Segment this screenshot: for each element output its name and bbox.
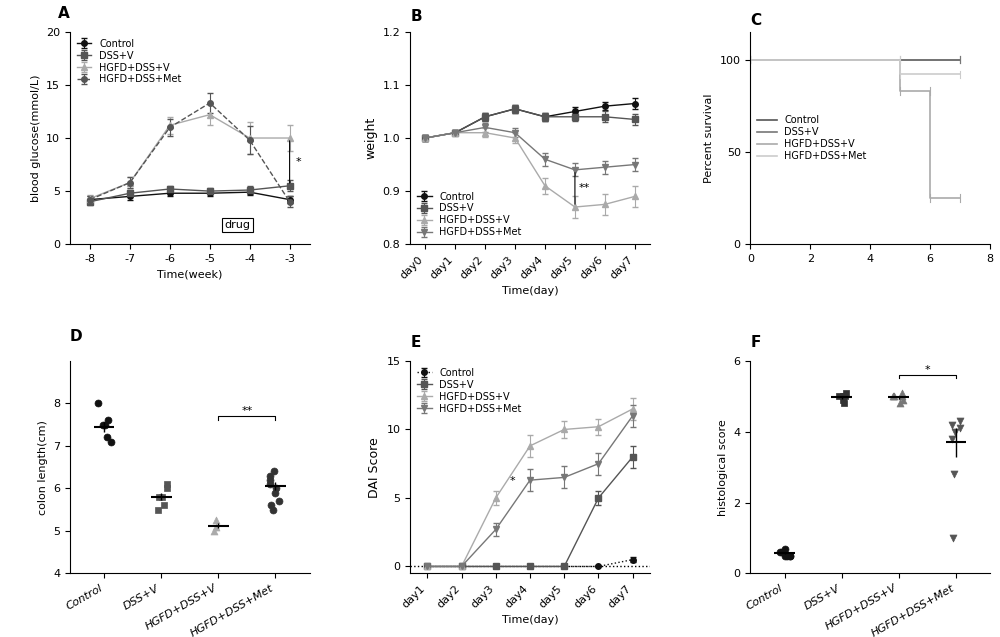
Point [944,420,960,430]
Point [100,415,116,426]
Point [894,388,910,398]
Point [262,479,278,489]
Point [271,496,287,506]
Text: E: E [410,335,421,350]
Y-axis label: weight: weight [364,117,377,159]
Point [159,483,175,494]
Point [944,434,960,444]
Text: D: D [70,329,83,344]
Point [103,436,119,447]
Point [777,543,793,554]
Y-axis label: colon length(cm): colon length(cm) [38,420,48,515]
Point [263,500,279,510]
Point [952,416,968,426]
Point [886,391,902,401]
Text: C: C [750,13,762,28]
Point [208,515,224,526]
Point [895,395,911,405]
Point [154,492,170,502]
Y-axis label: Percent survival: Percent survival [704,93,714,183]
X-axis label: Time(week): Time(week) [157,269,222,280]
Point [266,466,282,476]
Point [262,471,278,481]
Text: **: ** [579,183,590,194]
Point [838,388,854,398]
Point [97,420,113,430]
Text: B: B [410,9,422,24]
Point [892,398,908,408]
Legend: Control, DSS+V, HGFD+DSS+V, HGFD+DSS+Met: Control, DSS+V, HGFD+DSS+V, HGFD+DSS+Met [755,113,869,163]
Point [95,420,111,430]
Point [206,526,222,536]
Point [952,423,968,433]
Legend: Control, DSS+V, HGFD+DSS+V, HGFD+DSS+Met: Control, DSS+V, HGFD+DSS+V, HGFD+DSS+Met [415,190,524,240]
Point [265,505,281,515]
Point [262,475,278,485]
Point [836,398,852,408]
Point [159,479,175,489]
Text: A: A [58,6,70,21]
Legend: Control, DSS+V, HGFD+DSS+V, HGFD+DSS+Met: Control, DSS+V, HGFD+DSS+V, HGFD+DSS+Met [415,366,524,415]
Point [894,391,910,401]
Point [779,550,795,561]
Y-axis label: DAI Score: DAI Score [368,437,381,497]
Point [99,433,115,443]
Point [774,547,790,557]
Point [267,487,283,497]
Point [150,505,166,515]
Y-axis label: histological score: histological score [718,419,728,515]
Legend: Control, DSS+V, HGFD+DSS+V, HGFD+DSS+Met: Control, DSS+V, HGFD+DSS+V, HGFD+DSS+Met [75,37,183,87]
Y-axis label: blood glucose(mmol/L): blood glucose(mmol/L) [31,75,41,202]
Point [208,522,224,532]
Point [837,391,853,401]
Point [946,469,962,479]
Point [947,427,963,437]
Point [772,547,788,557]
X-axis label: Time(day): Time(day) [502,286,558,296]
Point [156,500,172,510]
Text: F: F [750,335,761,350]
Point [268,483,284,494]
Text: *: * [510,476,516,486]
Text: drug: drug [225,220,251,230]
Point [782,550,798,561]
Text: **: ** [241,406,252,416]
Text: *: * [296,157,301,167]
Point [945,533,961,543]
Point [885,391,901,401]
Point [777,550,793,561]
Point [151,492,167,502]
Point [835,391,851,401]
Text: *: * [924,366,930,375]
Point [90,398,106,408]
Point [831,391,847,401]
Point [782,550,798,561]
Point [835,395,851,405]
X-axis label: Time(day): Time(day) [502,615,558,626]
